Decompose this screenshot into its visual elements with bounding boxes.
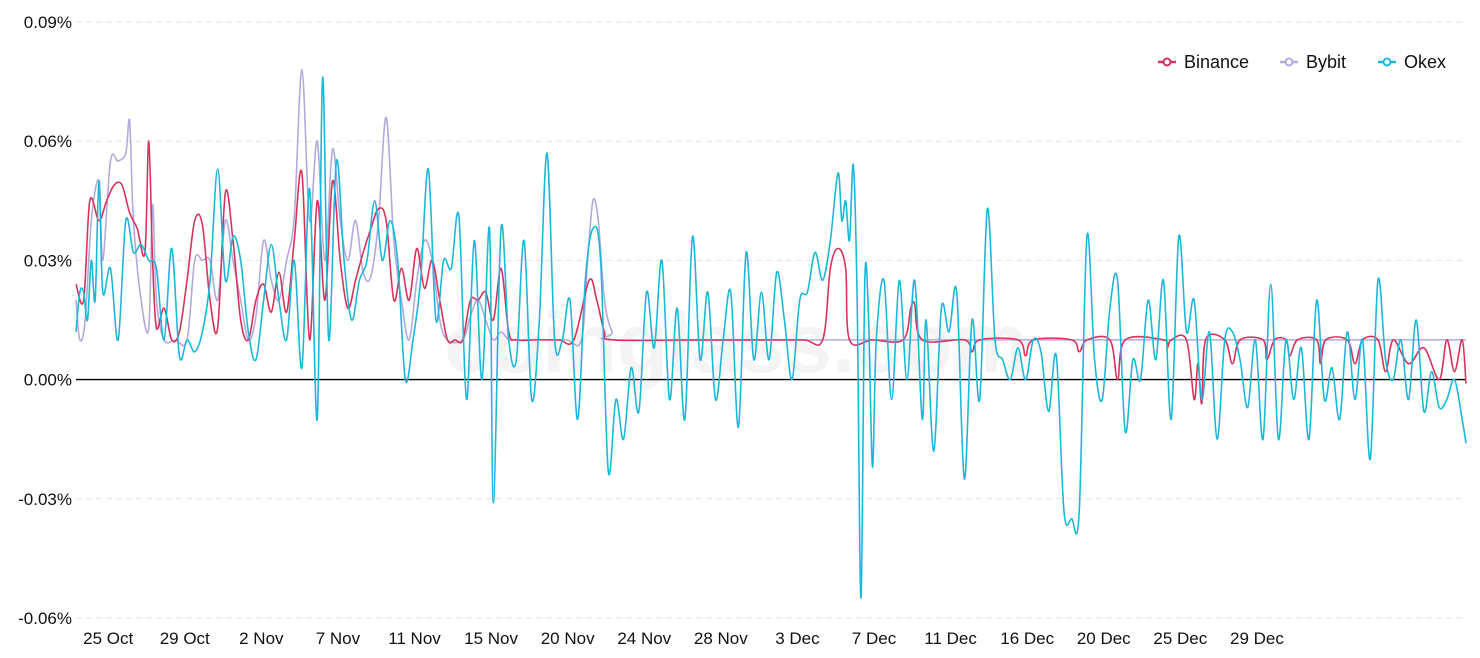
legend-marker-icon: [1162, 57, 1172, 67]
x-tick-label: 20 Nov: [541, 629, 595, 648]
legend: Binance Bybit Okex: [1158, 52, 1446, 72]
y-axis: 0.09% 0.06% 0.03% 0.00% -0.03% -0.06%: [18, 13, 72, 628]
y-tick-label: 0.03%: [24, 251, 72, 270]
x-tick-label: 11 Dec: [924, 629, 977, 648]
grid-lines: [76, 21, 1466, 619]
x-tick-label: 7 Nov: [316, 629, 361, 648]
y-tick-label: 0.00%: [24, 371, 72, 390]
series-line-okex: [75, 76, 1467, 599]
x-tick-label: 7 Dec: [852, 629, 897, 648]
legend-label: Bybit: [1306, 52, 1346, 72]
legend-item-binance[interactable]: Binance: [1158, 52, 1249, 72]
y-tick-label: -0.06%: [18, 609, 72, 628]
x-tick-label: 11 Nov: [388, 629, 441, 648]
x-tick-label: 15 Nov: [464, 629, 518, 648]
series-line-bybit: [75, 68, 1466, 347]
y-tick-label: -0.03%: [18, 490, 72, 509]
x-tick-label: 25 Dec: [1153, 629, 1207, 648]
x-axis: 25 Oct 29 Oct 2 Nov 7 Nov 11 Nov 15 Nov 20 Nov…: [83, 629, 1284, 648]
legend-label: Okex: [1404, 52, 1446, 72]
x-tick-label: 28 Nov: [694, 629, 748, 648]
legend-marker-icon: [1284, 57, 1294, 67]
x-tick-label: 29 Oct: [160, 629, 210, 648]
x-tick-label: 2 Nov: [239, 629, 284, 648]
legend-item-bybit[interactable]: Bybit: [1280, 52, 1346, 72]
legend-item-okex[interactable]: Okex: [1378, 52, 1446, 72]
x-tick-label: 16 Dec: [1000, 629, 1054, 648]
legend-label: Binance: [1184, 52, 1249, 72]
series-lines: [75, 68, 1467, 599]
x-tick-label: 20 Dec: [1077, 629, 1131, 648]
x-tick-label: 3 Dec: [775, 629, 820, 648]
legend-marker-icon: [1382, 57, 1392, 67]
y-tick-label: 0.09%: [24, 13, 72, 32]
y-tick-label: 0.06%: [24, 132, 72, 151]
x-tick-label: 25 Oct: [83, 629, 133, 648]
x-tick-label: 24 Nov: [617, 629, 671, 648]
x-tick-label: 29 Dec: [1230, 629, 1284, 648]
watermark: coinglass.com: [444, 296, 1028, 390]
